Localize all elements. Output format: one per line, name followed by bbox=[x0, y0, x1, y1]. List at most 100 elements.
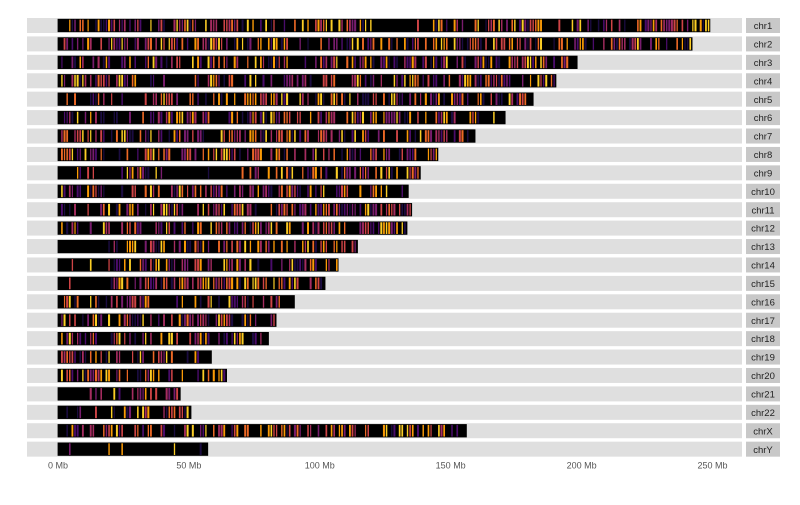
density-bin bbox=[257, 148, 260, 161]
density-bin bbox=[202, 203, 204, 216]
density-bin bbox=[542, 74, 545, 87]
density-bin bbox=[176, 185, 178, 198]
density-bin bbox=[302, 240, 304, 253]
density-bin bbox=[393, 56, 396, 69]
density-bin bbox=[202, 148, 204, 161]
density-bin bbox=[257, 259, 260, 271]
density-bin bbox=[270, 295, 273, 308]
density-bin bbox=[561, 56, 563, 69]
density-bin bbox=[100, 388, 102, 400]
density-bin bbox=[173, 130, 176, 142]
density-bin bbox=[359, 111, 362, 124]
density-bin bbox=[76, 369, 79, 382]
density-bin bbox=[286, 240, 288, 253]
density-bin bbox=[60, 203, 63, 216]
density-bin bbox=[207, 74, 210, 87]
density-bin bbox=[170, 351, 173, 363]
density-bin bbox=[103, 19, 105, 32]
density-bin bbox=[281, 259, 283, 271]
density-bin bbox=[87, 38, 90, 50]
density-bin bbox=[131, 185, 134, 198]
density-bin bbox=[354, 56, 356, 69]
density-bin bbox=[390, 222, 393, 234]
density-bin bbox=[134, 240, 137, 253]
density-bin bbox=[108, 19, 111, 32]
density-bin bbox=[144, 388, 147, 400]
density-bin bbox=[325, 240, 327, 253]
density-bin bbox=[361, 111, 365, 124]
density-bin bbox=[194, 185, 197, 198]
density-bin bbox=[244, 424, 247, 437]
density-bin bbox=[173, 443, 176, 456]
density-bin bbox=[440, 111, 443, 124]
density-bin bbox=[100, 203, 103, 216]
density-bin bbox=[118, 74, 121, 87]
density-bin bbox=[74, 130, 76, 142]
density-bin bbox=[74, 351, 76, 363]
density-bin bbox=[212, 38, 215, 50]
density-bin bbox=[495, 93, 498, 106]
density-bin bbox=[346, 185, 349, 198]
density-bin bbox=[281, 93, 283, 106]
density-bin bbox=[631, 38, 634, 50]
density-bin bbox=[241, 19, 244, 32]
density-bin bbox=[508, 56, 511, 69]
density-bin bbox=[390, 111, 393, 124]
density-bin bbox=[435, 56, 438, 69]
density-bin bbox=[328, 222, 330, 234]
density-bin bbox=[155, 56, 158, 69]
density-bin bbox=[375, 111, 377, 124]
density-bin bbox=[474, 111, 477, 124]
density-bin bbox=[168, 93, 171, 106]
density-bin bbox=[71, 332, 74, 345]
density-bin bbox=[158, 222, 160, 234]
density-bin bbox=[341, 185, 344, 198]
density-bin bbox=[393, 222, 396, 234]
strip-background bbox=[746, 165, 780, 181]
density-bin bbox=[97, 295, 100, 308]
density-bin bbox=[115, 203, 118, 216]
density-bins bbox=[61, 332, 262, 345]
density-bin bbox=[179, 19, 181, 32]
density-bin bbox=[346, 19, 349, 32]
density-bin bbox=[521, 74, 524, 87]
density-bin bbox=[330, 222, 333, 234]
density-bin bbox=[493, 111, 495, 124]
density-bin bbox=[296, 185, 299, 198]
density-bin bbox=[199, 443, 202, 456]
density-bin bbox=[123, 259, 126, 271]
density-bin bbox=[477, 111, 480, 124]
density-bin bbox=[165, 148, 168, 161]
density-bin bbox=[231, 19, 234, 32]
density-bin bbox=[163, 424, 166, 437]
density-bin bbox=[173, 424, 176, 437]
density-bin bbox=[89, 222, 92, 234]
density-bin bbox=[160, 222, 163, 234]
density-bin bbox=[315, 19, 317, 32]
density-bin bbox=[514, 56, 516, 69]
density-bin bbox=[270, 38, 272, 50]
density-bin bbox=[566, 38, 568, 50]
density-bin bbox=[445, 111, 448, 124]
density-bin bbox=[293, 259, 296, 271]
density-bin bbox=[448, 74, 451, 87]
density-bin bbox=[74, 424, 76, 437]
strip-label: chr6 bbox=[754, 113, 772, 124]
density-bin bbox=[231, 74, 234, 87]
density-bin bbox=[307, 240, 309, 253]
density-bin bbox=[571, 19, 574, 32]
density-bin bbox=[168, 38, 170, 50]
density-bin bbox=[155, 388, 158, 400]
density-bin bbox=[79, 406, 82, 419]
density-bin bbox=[147, 424, 149, 437]
density-bin bbox=[278, 130, 281, 142]
density-bin bbox=[134, 38, 136, 50]
density-bin bbox=[149, 185, 152, 198]
density-bin bbox=[92, 369, 95, 382]
density-bin bbox=[493, 74, 495, 87]
density-bin bbox=[529, 38, 532, 50]
density-bin bbox=[137, 424, 139, 437]
density-bin bbox=[228, 19, 231, 32]
density-bin bbox=[142, 167, 145, 179]
density-bin bbox=[131, 240, 134, 253]
